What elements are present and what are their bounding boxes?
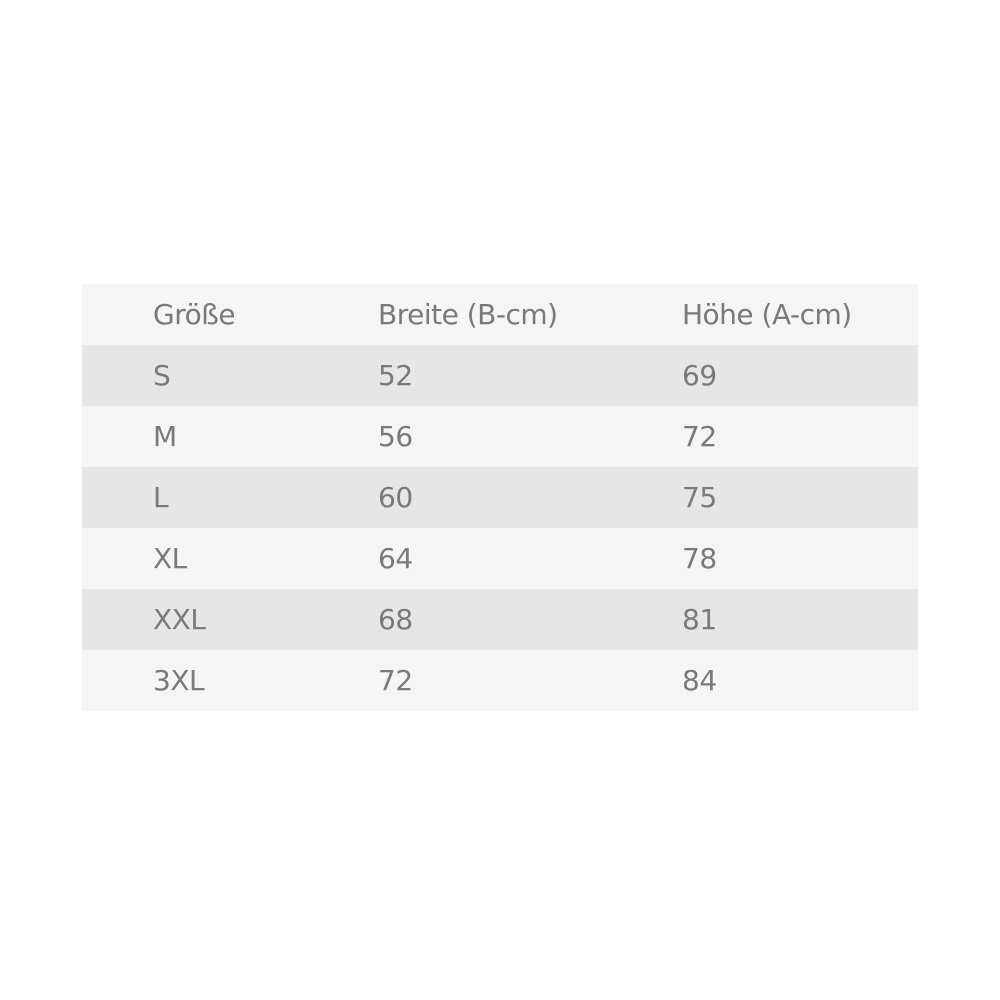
height-cell: 78 [682, 542, 717, 575]
size-cell: XXL [153, 603, 206, 636]
width-cell: 60 [378, 481, 413, 514]
header-height: Höhe (A-cm) [682, 298, 852, 331]
table-row: M 56 72 [82, 406, 918, 467]
height-cell: 81 [682, 603, 717, 636]
table-row: XL 64 78 [82, 528, 918, 589]
width-cell: 72 [378, 664, 413, 697]
size-cell: S [153, 359, 171, 392]
width-cell: 52 [378, 359, 413, 392]
height-cell: 69 [682, 359, 717, 392]
size-cell: XL [153, 542, 187, 575]
size-cell: M [153, 420, 177, 453]
width-cell: 64 [378, 542, 413, 575]
table-row: 3XL 72 84 [82, 650, 918, 711]
header-width: Breite (B-cm) [378, 298, 558, 331]
table-row: XXL 68 81 [82, 589, 918, 650]
table-header-row: Größe Breite (B-cm) Höhe (A-cm) [82, 284, 918, 345]
header-size: Größe [153, 298, 236, 331]
height-cell: 84 [682, 664, 717, 697]
size-chart-table: Größe Breite (B-cm) Höhe (A-cm) S 52 69 … [82, 284, 918, 711]
size-cell: L [153, 481, 169, 514]
width-cell: 56 [378, 420, 413, 453]
width-cell: 68 [378, 603, 413, 636]
table-row: L 60 75 [82, 467, 918, 528]
height-cell: 72 [682, 420, 717, 453]
table-row: S 52 69 [82, 345, 918, 406]
size-cell: 3XL [153, 664, 205, 697]
height-cell: 75 [682, 481, 717, 514]
